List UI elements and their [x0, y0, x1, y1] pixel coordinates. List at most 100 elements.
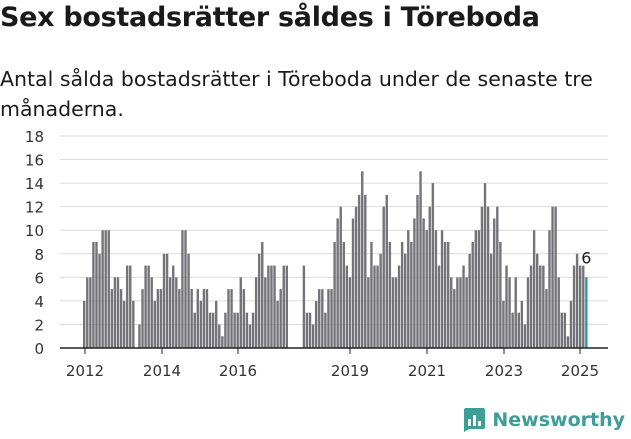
bar [107, 230, 110, 348]
bar [165, 253, 169, 348]
bar [578, 265, 582, 348]
bar [239, 277, 242, 348]
bar [443, 242, 447, 348]
bar [178, 289, 181, 348]
bar [496, 206, 499, 348]
bar [196, 289, 199, 348]
bar [391, 277, 395, 348]
bar [465, 277, 468, 348]
bar [450, 277, 453, 348]
y-tick-label: 0 [34, 340, 44, 358]
bar [505, 265, 508, 348]
bar [330, 289, 333, 348]
bar [474, 230, 478, 348]
bar [563, 312, 567, 348]
bar [110, 289, 114, 348]
bar [119, 289, 123, 348]
brand-logo[interactable]: Newsworthy [461, 407, 625, 432]
bar [248, 324, 252, 348]
bar [264, 277, 267, 348]
y-tick-label: 14 [25, 175, 44, 193]
bar [285, 265, 289, 348]
bar [321, 289, 324, 348]
bar [202, 289, 206, 348]
x-tick-label: 2019 [331, 362, 369, 380]
bar [199, 300, 203, 348]
bar [122, 300, 126, 348]
bar-chart: 0 2 4 6 8 10 12 14 16 18 6 2012 2014 2016 2019 2021 2023… [25, 128, 608, 380]
bar [181, 230, 184, 348]
bar [305, 312, 309, 348]
bar [129, 265, 132, 348]
bar [376, 265, 379, 348]
bar [172, 265, 175, 348]
bar [89, 277, 92, 348]
bar [582, 265, 585, 348]
bar [483, 183, 487, 348]
bar [227, 289, 230, 348]
bar [141, 289, 144, 348]
bar [342, 242, 345, 348]
bar [339, 206, 342, 348]
bar [354, 206, 358, 348]
y-tick-label: 10 [25, 222, 44, 240]
bar [86, 277, 89, 348]
bar [462, 265, 465, 348]
bar [257, 253, 261, 348]
bar [486, 206, 490, 348]
bar [554, 206, 557, 348]
y-tick-label: 8 [34, 246, 44, 264]
x-tick-label: 2016 [219, 362, 257, 380]
bar [539, 265, 542, 348]
bar-annotation: 6 [581, 248, 591, 267]
bar [367, 277, 370, 348]
bar [508, 277, 511, 348]
bar [193, 312, 196, 348]
bar [499, 242, 502, 348]
bar [324, 312, 327, 348]
bar [221, 336, 224, 348]
bar [242, 289, 246, 348]
bar [98, 253, 101, 348]
bar [468, 253, 471, 348]
bar [536, 253, 539, 348]
bar [440, 230, 444, 348]
bar [302, 265, 306, 348]
bar [233, 312, 236, 348]
bar [311, 324, 315, 348]
bar [529, 265, 533, 348]
bar [357, 194, 361, 348]
bar [560, 312, 563, 348]
x-tick-label: 2021 [408, 362, 446, 380]
bar [132, 300, 135, 348]
bar [394, 277, 398, 348]
bar [493, 218, 496, 348]
bar [276, 300, 279, 348]
bar [489, 253, 493, 348]
bar [104, 230, 107, 348]
bar [520, 300, 524, 348]
bar [514, 277, 517, 348]
y-tick-label: 2 [34, 316, 44, 334]
bar [575, 253, 579, 348]
bar [557, 277, 560, 348]
bar [373, 265, 376, 348]
bar [125, 265, 129, 348]
bar [279, 289, 282, 348]
bar [437, 265, 441, 348]
bar [83, 300, 86, 348]
bar [523, 324, 527, 348]
bar [261, 242, 264, 348]
bar [318, 289, 321, 348]
bar [245, 312, 249, 348]
bar [572, 265, 576, 348]
bar [431, 183, 435, 348]
bar [162, 253, 166, 348]
bar [138, 324, 141, 348]
bar [397, 265, 401, 348]
bar [532, 230, 536, 348]
bar [168, 277, 172, 348]
bar [471, 242, 474, 348]
bar [190, 289, 193, 348]
bar [156, 289, 160, 348]
